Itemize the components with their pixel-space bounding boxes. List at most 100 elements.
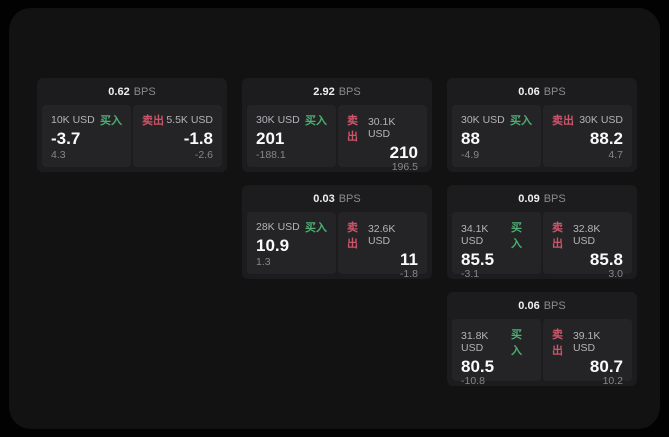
buy-panel-top: 34.1K USD 买入 [461, 219, 532, 251]
sell-amount: 32.6K USD [367, 223, 396, 247]
buy-sell-panels: 10K USD 买入 -3.7 4.3 卖出 5.5K USD -1.8 -2.… [37, 105, 227, 172]
buy-sell-panels: 31.8K USD 买入 80.5 -10.8 卖出 39.1K USD 80.… [447, 319, 637, 386]
buy-tag: 买入 [511, 329, 523, 357]
bps-unit-label: BPS [338, 85, 361, 98]
buy-amount: 10K USD [51, 114, 95, 126]
buy-price: 10.9 [256, 236, 290, 255]
sell-amount: 39.1K USD [572, 330, 601, 354]
card-header: 0.06 BPS [447, 78, 637, 105]
buy-sub-value: 4.3 [51, 149, 66, 161]
app-window: 0.62 BPS 10K USD 买入 -3.7 4.3 卖出 5.5K USD… [9, 8, 660, 429]
sell-price: -1.8 [183, 129, 213, 148]
quote-card: 0.09 BPS 34.1K USD 买入 85.5 -3.1 卖出 32.8K… [447, 185, 637, 279]
sell-sub-value: 196.5 [391, 161, 418, 172]
card-header: 0.09 BPS [447, 185, 637, 212]
sell-price: 88.2 [589, 129, 623, 148]
buy-price: 88 [461, 129, 480, 148]
buy-sell-panels: 28K USD 买入 10.9 1.3 卖出 32.6K USD 11 -1.8 [242, 212, 432, 279]
bps-spread-value: 0.06 [518, 299, 540, 312]
buy-panel-top: 31.8K USD 买入 [461, 326, 532, 358]
buy-sub-value: -188.1 [256, 149, 286, 161]
buy-panel-top: 28K USD 买入 [256, 219, 327, 235]
quote-card: 0.62 BPS 10K USD 买入 -3.7 4.3 卖出 5.5K USD… [37, 78, 227, 172]
sell-tag: 卖出 [142, 115, 164, 127]
sell-panel-top: 卖出 32.8K USD [552, 219, 623, 251]
sell-price: 210 [389, 143, 418, 162]
buy-price: -3.7 [51, 129, 81, 148]
buy-amount: 34.1K USD [461, 223, 489, 247]
buy-amount: 30K USD [256, 114, 300, 126]
bps-unit-label: BPS [543, 85, 566, 98]
card-header: 0.06 BPS [447, 292, 637, 319]
sell-tag: 卖出 [347, 115, 358, 143]
buy-price: 80.5 [461, 357, 495, 376]
buy-price: 85.5 [461, 250, 495, 269]
buy-tag: 买入 [510, 115, 532, 127]
sell-panel[interactable]: 卖出 30K USD 88.2 4.7 [543, 105, 632, 167]
buy-sub-value: -10.8 [461, 375, 485, 386]
sell-sub-value: -2.6 [194, 149, 213, 161]
sell-tag: 卖出 [552, 222, 563, 250]
sell-sub-value: -1.8 [399, 268, 418, 279]
buy-panel[interactable]: 28K USD 买入 10.9 1.3 [247, 212, 336, 274]
bps-spread-value: 0.09 [518, 192, 540, 205]
bps-unit-label: BPS [543, 192, 566, 205]
buy-panel-top: 30K USD 买入 [461, 112, 532, 128]
sell-panel-top: 卖出 32.6K USD [347, 219, 418, 251]
bps-unit-label: BPS [133, 85, 156, 98]
buy-tag: 买入 [305, 115, 327, 127]
buy-sub-value: 1.3 [256, 256, 271, 268]
buy-sell-panels: 30K USD 买入 88 -4.9 卖出 30K USD 88.2 4.7 [447, 105, 637, 172]
card-header: 2.92 BPS [242, 78, 432, 105]
buy-panel-top: 10K USD 买入 [51, 112, 122, 128]
sell-amount: 30.1K USD [367, 116, 396, 140]
quote-card-grid: 0.62 BPS 10K USD 买入 -3.7 4.3 卖出 5.5K USD… [37, 78, 637, 386]
sell-amount: 30K USD [579, 114, 623, 126]
buy-tag: 买入 [305, 222, 327, 234]
bps-spread-value: 0.06 [518, 85, 540, 98]
sell-panel[interactable]: 卖出 32.8K USD 85.8 3.0 [543, 212, 632, 279]
buy-sell-panels: 30K USD 买入 201 -188.1 卖出 30.1K USD 210 1… [242, 105, 432, 172]
buy-panel[interactable]: 31.8K USD 买入 80.5 -10.8 [452, 319, 541, 386]
buy-price: 201 [256, 129, 285, 148]
card-header: 0.62 BPS [37, 78, 227, 105]
sell-panel-top: 卖出 30.1K USD [347, 112, 418, 144]
sell-panel-top: 卖出 39.1K USD [552, 326, 623, 358]
card-header: 0.03 BPS [242, 185, 432, 212]
sell-price: 80.7 [589, 357, 623, 376]
sell-panel-top: 卖出 30K USD [552, 112, 623, 128]
quote-card: 0.06 BPS 31.8K USD 买入 80.5 -10.8 卖出 39.1… [447, 292, 637, 386]
sell-price: 85.8 [589, 250, 623, 269]
quote-card: 0.06 BPS 30K USD 买入 88 -4.9 卖出 30K USD 8… [447, 78, 637, 172]
bps-unit-label: BPS [338, 192, 361, 205]
sell-sub-value: 10.2 [602, 375, 623, 386]
buy-sell-panels: 34.1K USD 买入 85.5 -3.1 卖出 32.8K USD 85.8… [447, 212, 637, 279]
buy-amount: 31.8K USD [461, 330, 489, 354]
bps-spread-value: 2.92 [313, 85, 335, 98]
sell-amount: 32.8K USD [572, 223, 601, 247]
buy-tag: 买入 [511, 222, 523, 250]
quote-card: 2.92 BPS 30K USD 买入 201 -188.1 卖出 30.1K … [242, 78, 432, 172]
buy-panel[interactable]: 30K USD 买入 88 -4.9 [452, 105, 541, 167]
buy-tag: 买入 [100, 115, 122, 127]
sell-panel[interactable]: 卖出 30.1K USD 210 196.5 [338, 105, 427, 172]
sell-price: 11 [400, 250, 418, 269]
bps-spread-value: 0.03 [313, 192, 335, 205]
sell-tag: 卖出 [552, 115, 574, 127]
sell-panel[interactable]: 卖出 5.5K USD -1.8 -2.6 [133, 105, 222, 167]
sell-panel-top: 卖出 5.5K USD [142, 112, 213, 128]
buy-panel[interactable]: 34.1K USD 买入 85.5 -3.1 [452, 212, 541, 279]
sell-sub-value: 3.0 [608, 268, 623, 279]
buy-panel-top: 30K USD 买入 [256, 112, 327, 128]
sell-amount: 5.5K USD [166, 114, 213, 126]
sell-sub-value: 4.7 [608, 149, 623, 161]
buy-amount: 30K USD [461, 114, 505, 126]
sell-panel[interactable]: 卖出 32.6K USD 11 -1.8 [338, 212, 427, 279]
buy-sub-value: -4.9 [461, 149, 480, 161]
buy-panel[interactable]: 30K USD 买入 201 -188.1 [247, 105, 336, 167]
sell-panel[interactable]: 卖出 39.1K USD 80.7 10.2 [543, 319, 632, 386]
buy-amount: 28K USD [256, 221, 300, 233]
buy-panel[interactable]: 10K USD 买入 -3.7 4.3 [42, 105, 131, 167]
sell-tag: 卖出 [552, 329, 563, 357]
